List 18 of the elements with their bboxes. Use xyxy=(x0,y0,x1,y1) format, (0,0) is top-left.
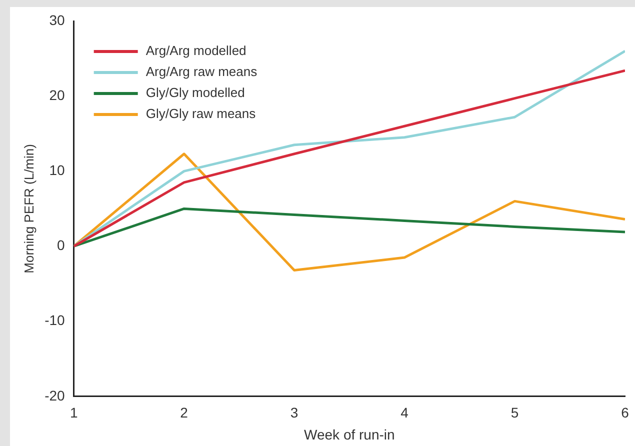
y-tick-label: 0 xyxy=(57,237,66,254)
y-tick-label: -20 xyxy=(44,387,66,404)
x-tick-label: 5 xyxy=(510,404,519,421)
x-axis-title: Week of run-in xyxy=(304,426,395,442)
x-tick-label: 4 xyxy=(400,404,409,421)
y-tick-label: 10 xyxy=(49,162,66,178)
x-tick-label: 3 xyxy=(290,404,298,421)
legend-label: Gly/Gly raw means xyxy=(146,106,256,122)
y-tick-label: 20 xyxy=(49,86,66,103)
x-tick-label: 6 xyxy=(621,404,630,421)
legend-label: Arg/Arg raw means xyxy=(146,64,258,80)
x-tick-label: 2 xyxy=(180,404,188,421)
y-tick-label: 30 xyxy=(49,12,66,28)
y-tick-label: -10 xyxy=(44,312,66,328)
legend-label: Gly/Gly modelled xyxy=(146,85,245,100)
x-tick-label: 1 xyxy=(70,404,78,421)
y-axis-title: Morning PEFR (L/min) xyxy=(21,144,36,274)
legend-label: Arg/Arg modelled xyxy=(146,43,246,58)
